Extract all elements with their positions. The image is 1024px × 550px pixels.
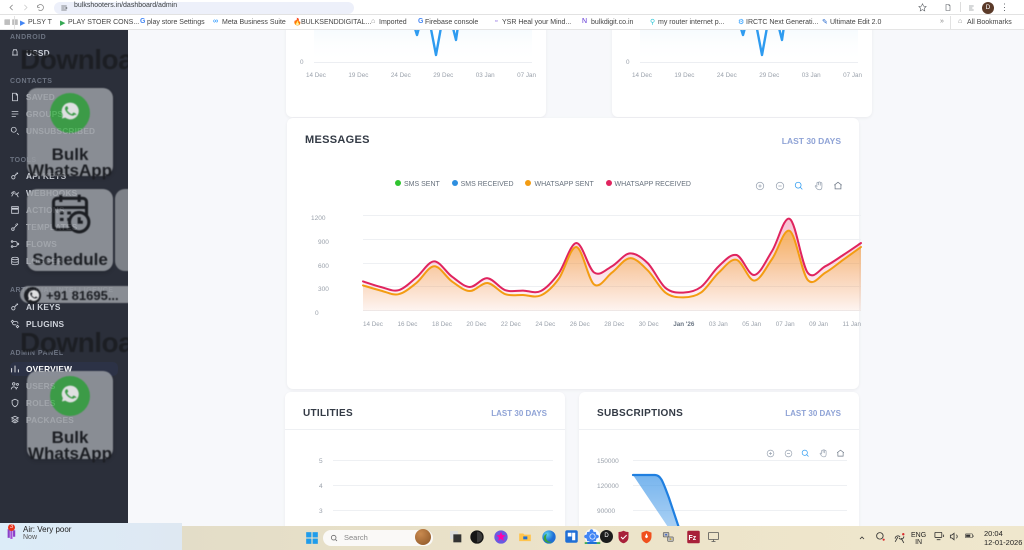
svg-text:Fz: Fz	[689, 535, 697, 542]
